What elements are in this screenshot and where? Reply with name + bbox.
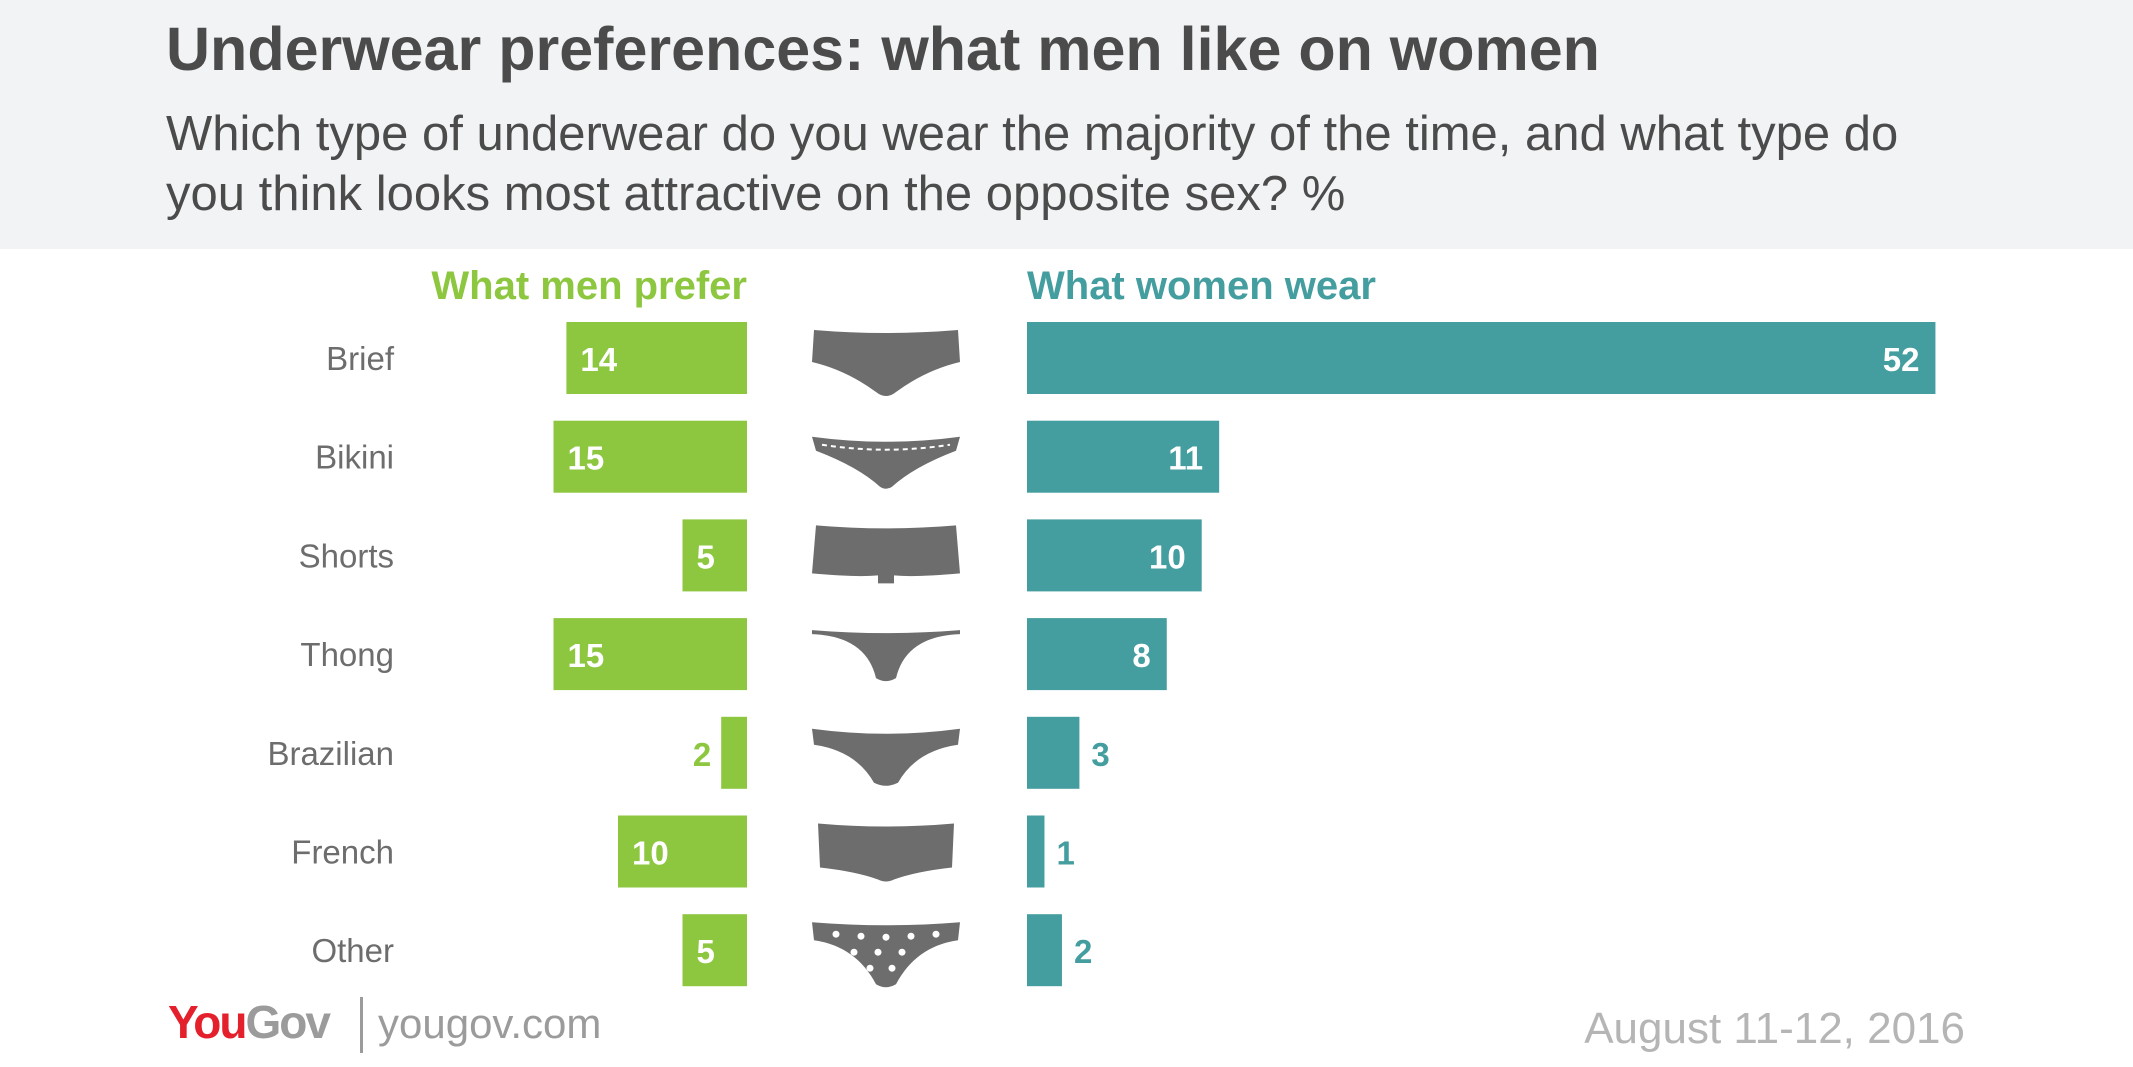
bar-men	[721, 716, 747, 789]
legend-men: What men prefer	[431, 264, 747, 308]
bar-women	[1027, 815, 1045, 888]
bar-women	[1027, 519, 1202, 592]
data-label-women: 8	[1132, 637, 1150, 674]
category-label: Brazilian	[267, 735, 394, 772]
yougov-logo: YouGov	[168, 996, 331, 1048]
bar-men	[553, 420, 747, 493]
data-label-women: 2	[1074, 933, 1092, 970]
footer-site: yougov.com	[378, 1000, 602, 1047]
bar-women	[1027, 914, 1062, 987]
header-band: Underwear preferences: what men like on …	[0, 0, 2133, 249]
other-hearts-icon	[812, 922, 960, 988]
category-label: Shorts	[299, 537, 394, 574]
french-icon	[818, 823, 954, 882]
data-label-men: 15	[568, 637, 605, 674]
data-label-men: 15	[568, 440, 605, 477]
footer-date: August 11-12, 2016	[1584, 1004, 1965, 1053]
data-label-women: 52	[1883, 341, 1920, 378]
legend-women: What women wear	[1027, 264, 1376, 308]
logo-divider	[360, 997, 363, 1053]
category-label: Other	[311, 932, 394, 969]
bar-women	[1027, 716, 1080, 789]
shorts-icon	[812, 525, 960, 584]
chart-title: Underwear preferences: what men like on …	[166, 15, 1600, 83]
bar-women	[1027, 420, 1220, 493]
thong-icon	[812, 630, 960, 682]
data-label-men: 10	[632, 835, 669, 872]
data-label-men: 5	[697, 933, 715, 970]
data-label-women: 11	[1168, 440, 1203, 477]
bar-women	[1027, 322, 1936, 394]
data-label-men: 5	[697, 538, 715, 575]
data-label-men: 2	[693, 736, 711, 773]
bar-men	[682, 519, 747, 592]
brief-icon	[812, 330, 960, 396]
chart-subtitle: Which type of underwear do you wear the …	[166, 107, 1899, 221]
bar-women	[1027, 618, 1167, 691]
category-label: Thong	[300, 636, 394, 673]
brazilian-icon	[812, 728, 960, 786]
data-label-women: 3	[1091, 736, 1109, 773]
category-label: Brief	[326, 340, 395, 377]
data-label-women: 10	[1149, 538, 1186, 575]
bar-men	[618, 815, 747, 888]
bar-men	[553, 618, 747, 691]
data-label-women: 1	[1056, 835, 1074, 872]
category-label: Bikini	[315, 439, 394, 476]
bar-men	[682, 914, 747, 987]
bikini-icon	[812, 436, 960, 489]
bar-men	[566, 322, 747, 394]
category-label: French	[291, 834, 394, 871]
data-label-men: 14	[580, 341, 617, 378]
